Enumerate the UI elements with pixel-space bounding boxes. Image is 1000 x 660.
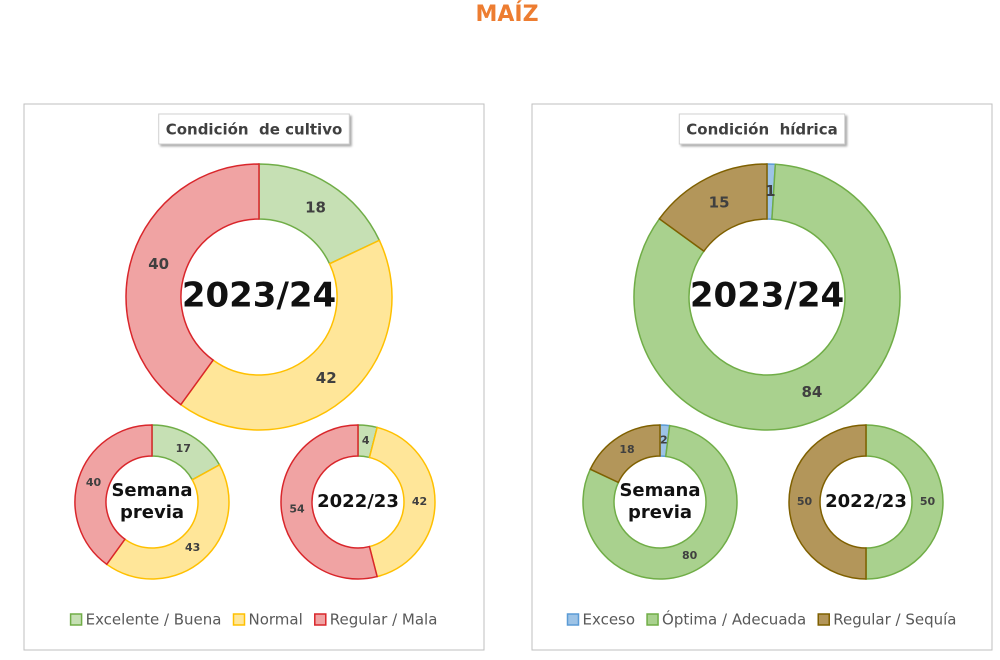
legend-swatch xyxy=(232,613,246,626)
data-label: 80 xyxy=(682,549,698,562)
donut-segment xyxy=(865,424,944,580)
data-label: 1 xyxy=(765,182,775,200)
legend-label: Normal xyxy=(249,611,303,629)
donut-segment xyxy=(179,239,393,431)
data-label: 17 xyxy=(176,442,191,455)
data-label: 40 xyxy=(86,476,102,489)
legend-label: Regular / Sequía xyxy=(833,611,956,629)
data-label: 2 xyxy=(660,434,668,447)
donut-segment xyxy=(105,463,230,580)
donut-center-label: 2022/23 xyxy=(825,491,907,512)
donut-segment xyxy=(589,424,661,484)
data-label: 50 xyxy=(797,495,813,508)
legend-label: Excelente / Buena xyxy=(86,611,222,629)
data-label: 54 xyxy=(289,503,305,516)
data-label: 50 xyxy=(920,495,936,508)
donut-segment xyxy=(582,424,738,580)
panel-title-box xyxy=(678,113,846,145)
donut-segment xyxy=(280,424,379,580)
legend-swatch xyxy=(817,613,830,626)
page-title: MAÍZ xyxy=(475,1,538,27)
donut-segment xyxy=(633,163,901,431)
legend-label: Óptima / Adecuada xyxy=(662,610,806,629)
data-label: 15 xyxy=(709,193,730,211)
legend-swatch xyxy=(646,613,659,626)
donut-segment xyxy=(658,163,768,253)
legend-swatch xyxy=(314,613,327,626)
data-label: 18 xyxy=(619,443,634,456)
donut-center-label: 2023/24 xyxy=(690,276,844,316)
legend-swatch xyxy=(69,613,83,626)
donut-segment xyxy=(788,424,867,580)
data-label: 43 xyxy=(185,541,200,554)
data-label: 18 xyxy=(305,198,326,216)
donut-center-label: 2023/24 xyxy=(182,276,336,316)
donut-segment xyxy=(74,424,153,566)
donut-center-label: Semana previa xyxy=(619,480,700,523)
donut-segment xyxy=(125,163,260,406)
donut-center-label: 2022/23 xyxy=(317,491,399,512)
legend-swatch xyxy=(566,613,580,626)
data-label: 40 xyxy=(148,255,169,273)
legend-label: Regular / Mala xyxy=(330,611,438,629)
panel-title: Condición de cultivo xyxy=(166,121,343,139)
legend-label: Exceso xyxy=(582,611,635,629)
panel-title: Condición hídrica xyxy=(686,121,837,139)
panel-title-box xyxy=(158,113,350,145)
donut-center-label: Semana previa xyxy=(111,480,192,523)
data-label: 42 xyxy=(316,369,337,387)
data-label: 84 xyxy=(801,383,822,401)
data-label: 4 xyxy=(362,434,370,447)
donut-segment xyxy=(368,426,436,578)
data-label: 42 xyxy=(412,495,427,508)
